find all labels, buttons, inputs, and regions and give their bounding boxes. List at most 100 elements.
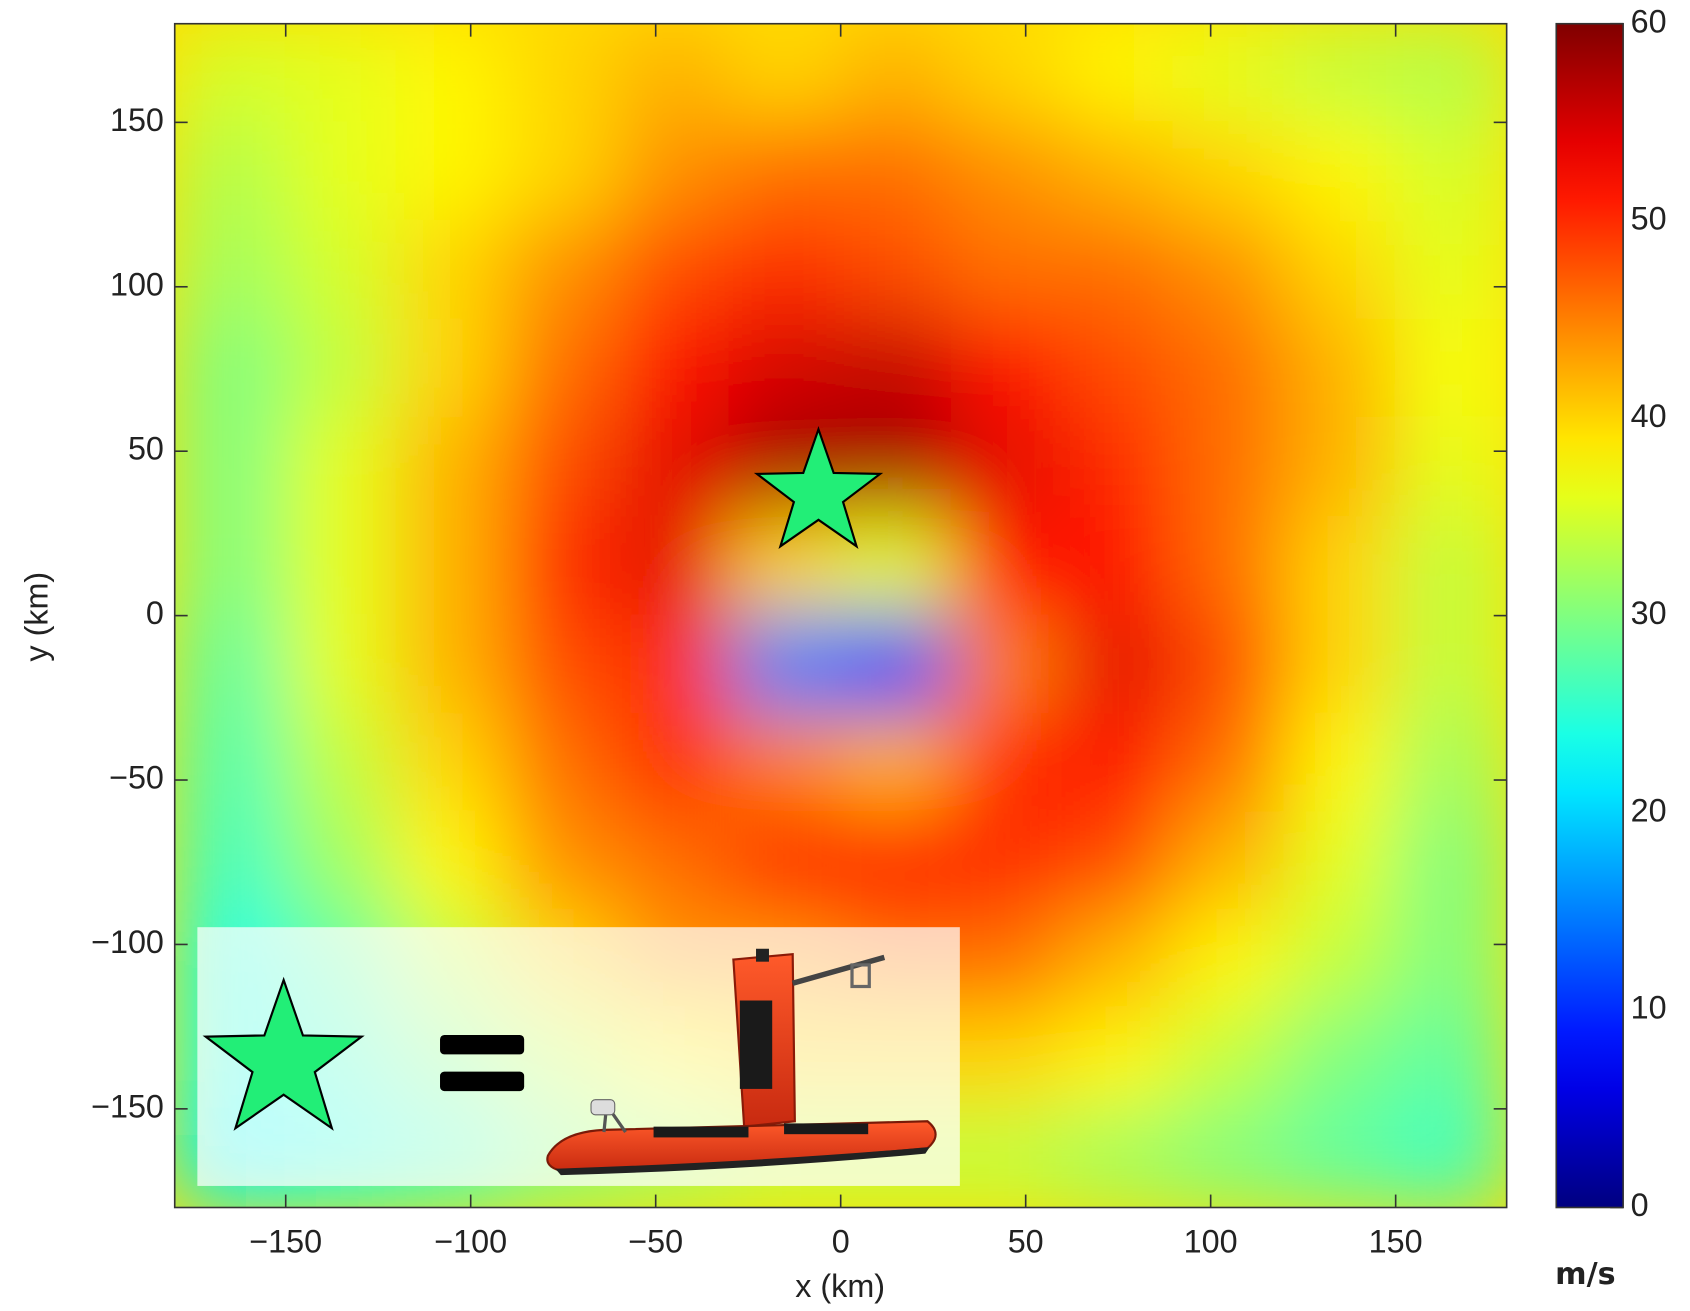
heatmap-cell xyxy=(174,614,287,716)
heatmap-cell xyxy=(506,811,620,913)
heatmap-cell xyxy=(1172,417,1286,519)
y-tick-label: 150 xyxy=(110,102,164,138)
heatmap-cell xyxy=(506,23,620,124)
y-tick-label: −100 xyxy=(91,924,164,960)
colorbar-tick-label: 10 xyxy=(1631,990,1667,1026)
heatmap-cell xyxy=(506,318,620,420)
heatmap-cell xyxy=(617,811,731,913)
heatmap-cell xyxy=(1061,515,1175,617)
heatmap-cell xyxy=(617,121,731,223)
heatmap-cell xyxy=(617,515,731,617)
y-tick-label: 100 xyxy=(110,266,164,302)
heatmap-cell xyxy=(1172,614,1286,716)
x-axis-label: x (km) xyxy=(795,1268,885,1304)
heatmap-cell xyxy=(1283,515,1397,617)
heatmap-cell xyxy=(950,23,1064,124)
heatmap-cell xyxy=(1172,515,1286,617)
marker-legend xyxy=(197,927,960,1186)
heatmap-cell xyxy=(174,515,287,617)
heatmap-cell xyxy=(1394,121,1507,223)
heatmap-cell xyxy=(1061,1107,1175,1208)
heatmap-cell xyxy=(839,811,953,913)
heatmap-cell xyxy=(617,318,731,420)
heatmap-cell xyxy=(284,219,398,321)
x-tick-label: 50 xyxy=(1008,1224,1044,1260)
heatmap-cell xyxy=(1394,1009,1507,1110)
heatmap-cell xyxy=(1394,614,1507,716)
heatmap-cell xyxy=(839,713,953,814)
heatmap-cell xyxy=(1283,1107,1397,1208)
heatmap-cell xyxy=(1283,1009,1397,1110)
heatmap-cell xyxy=(395,417,509,519)
heatmap-cell xyxy=(950,219,1064,321)
heatmap-cell xyxy=(728,713,842,814)
heatmap-cell xyxy=(1172,1107,1286,1208)
heatmap-cell xyxy=(1283,318,1397,420)
heatmap-cell xyxy=(1061,318,1175,420)
heatmap-cell xyxy=(950,713,1064,814)
y-tick-label: 50 xyxy=(128,431,164,467)
heatmap-cell xyxy=(950,811,1064,913)
heatmap-cell xyxy=(174,121,287,223)
heatmap-cell xyxy=(1394,811,1507,913)
saildrone-icon xyxy=(546,948,937,1176)
heatmap-cell xyxy=(1394,23,1507,124)
heatmap-cell xyxy=(395,219,509,321)
heatmap-cell xyxy=(284,515,398,617)
heatmap-cell xyxy=(950,515,1064,617)
heatmap-cell xyxy=(1283,811,1397,913)
heatmap-cell xyxy=(174,713,287,814)
x-tick-label: 0 xyxy=(832,1224,850,1260)
heatmap-cell xyxy=(950,121,1064,223)
heatmap-cell xyxy=(506,614,620,716)
y-tick-label: −150 xyxy=(91,1088,164,1124)
heatmap-cell xyxy=(617,614,731,716)
equals-sign xyxy=(440,1071,525,1092)
heatmap-cell xyxy=(839,318,953,420)
heatmap-cell xyxy=(1061,614,1175,716)
y-tick-label: 0 xyxy=(146,595,164,631)
colorbar xyxy=(1555,22,1624,1209)
heatmap-cell xyxy=(1283,713,1397,814)
axes: −150 −100 −50 0 50 100 150−150−100−50050100150… xyxy=(91,3,1667,1259)
heatmap-cell xyxy=(950,1009,1064,1110)
heatmap-cell xyxy=(1061,811,1175,913)
heatmap-cell xyxy=(284,121,398,223)
heatmap-cell xyxy=(839,515,953,617)
heatmap-cell xyxy=(617,417,731,519)
colorbar-label: m/s xyxy=(1555,1257,1615,1292)
heatmap-cell xyxy=(728,219,842,321)
heatmap-cell xyxy=(1283,614,1397,716)
heatmap-cell xyxy=(174,417,287,519)
heatmap-cell xyxy=(1172,121,1286,223)
heatmap-cell xyxy=(395,811,509,913)
heatmap-cell xyxy=(1394,1107,1507,1208)
heatmap-cell xyxy=(1394,318,1507,420)
heatmap-cell xyxy=(617,23,731,124)
heatmap-cell xyxy=(950,318,1064,420)
heatmap-cell xyxy=(284,23,398,124)
heatmap-cell xyxy=(950,910,1064,1012)
colorbar-tick-label: 30 xyxy=(1631,595,1667,631)
heatmap-cell xyxy=(950,1107,1064,1208)
heatmap-cell xyxy=(1061,1009,1175,1110)
heatmap-cell xyxy=(174,318,287,420)
heatmap-cell xyxy=(839,614,953,716)
heatmap-cell xyxy=(950,417,1064,519)
heatmap-cell xyxy=(728,23,842,124)
heatmap-cell xyxy=(395,614,509,716)
heatmap-cell xyxy=(1172,1009,1286,1110)
heatmap-cell xyxy=(506,121,620,223)
x-tick-label: 150 xyxy=(1369,1224,1423,1260)
heatmap-cell xyxy=(1394,417,1507,519)
heatmap xyxy=(174,23,1507,1208)
heatmap-cell xyxy=(1172,811,1286,913)
y-axis-label: y (km) xyxy=(18,572,54,662)
heatmap-cell xyxy=(284,811,398,913)
heatmap-cell xyxy=(395,515,509,617)
heatmap-cell xyxy=(174,219,287,321)
heatmap-cell xyxy=(1172,23,1286,124)
heatmap-cell xyxy=(1283,23,1397,124)
heatmap-cell xyxy=(284,318,398,420)
